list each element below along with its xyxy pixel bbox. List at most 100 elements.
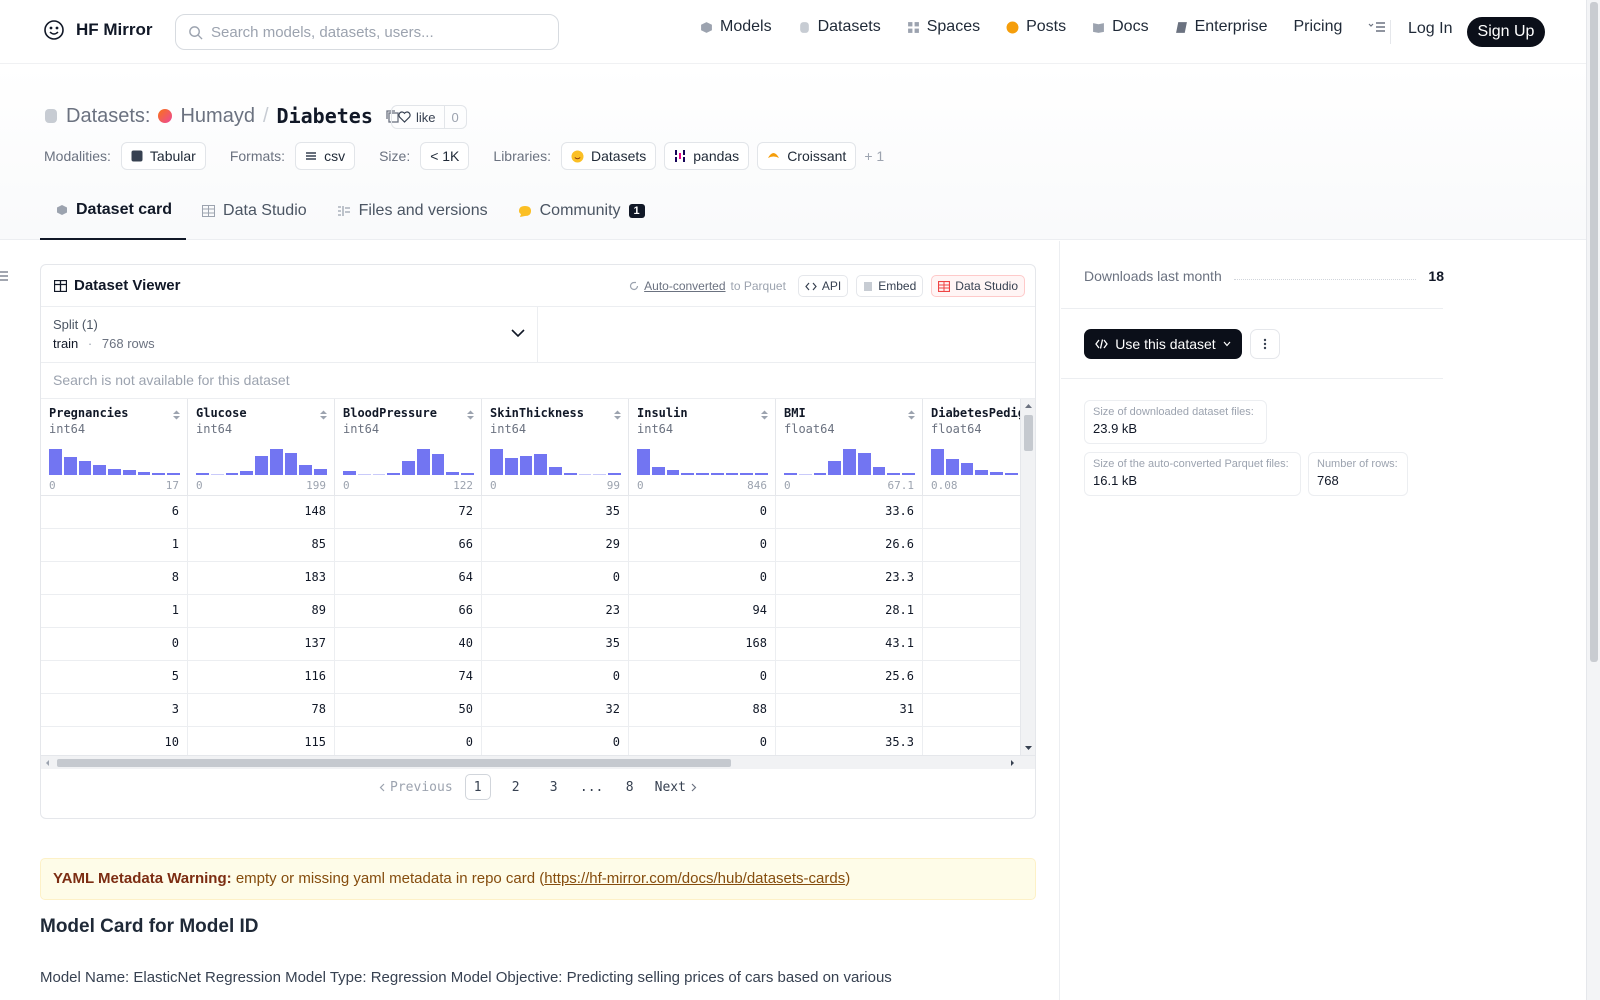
brand[interactable]: HF Mirror — [42, 18, 153, 42]
table-cell[interactable]: 168 — [629, 628, 776, 661]
nav-posts[interactable]: Posts — [1006, 18, 1066, 36]
table-cell[interactable]: 66 — [335, 595, 482, 628]
yaml-warning-link[interactable]: https://hf-mirror.com/docs/hub/datasets-… — [544, 870, 846, 887]
table-cell[interactable]: 94 — [629, 595, 776, 628]
table-cell[interactable]: 35 — [482, 496, 629, 529]
scroll-right-icon[interactable] — [1007, 756, 1017, 770]
table-cell[interactable]: 23.3 — [776, 562, 923, 595]
table-cell[interactable]: 35.3 — [776, 727, 923, 755]
tab-dataset-card[interactable]: Dataset card — [40, 196, 187, 240]
table-cell[interactable]: 72 — [335, 496, 482, 529]
sort-icon[interactable] — [613, 409, 622, 421]
table-cell[interactable] — [923, 694, 1035, 727]
table-cell[interactable]: 74 — [335, 661, 482, 694]
table-cell[interactable] — [923, 661, 1035, 694]
column-header[interactable]: Insulin int64 0 846 — [629, 399, 776, 496]
sidebar-toggle-icon[interactable] — [0, 270, 10, 282]
table-cell[interactable]: 40 — [335, 628, 482, 661]
table-cell[interactable]: 89 — [188, 595, 335, 628]
column-header[interactable]: SkinThickness int64 0 99 — [482, 399, 629, 496]
table-cell[interactable]: 3 — [41, 694, 188, 727]
horizontal-scroll-thumb[interactable] — [57, 759, 731, 767]
table-cell[interactable]: 78 — [188, 694, 335, 727]
table-cell[interactable]: 43.1 — [776, 628, 923, 661]
table-cell[interactable]: 64 — [335, 562, 482, 595]
table-cell[interactable]: 33.6 — [776, 496, 923, 529]
table-cell[interactable]: 116 — [188, 661, 335, 694]
tab-files-and-versions[interactable]: Files and versions — [321, 196, 502, 240]
table-cell[interactable]: 8 — [41, 562, 188, 595]
nav-spaces[interactable]: Spaces — [907, 18, 980, 36]
table-cell[interactable]: 0 — [629, 727, 776, 755]
page-scrollbar[interactable] — [1586, 0, 1600, 1000]
table-cell[interactable]: 0 — [629, 529, 776, 562]
nav-enterprise[interactable]: Enterprise — [1175, 18, 1267, 36]
table-cell[interactable]: 183 — [188, 562, 335, 595]
dataset-name[interactable]: Diabetes — [276, 104, 373, 128]
sort-icon[interactable] — [172, 409, 181, 421]
copy-icon[interactable] — [385, 109, 399, 123]
tag-datasets[interactable]: Datasets — [561, 142, 657, 170]
search-input[interactable] — [211, 23, 531, 41]
table-cell[interactable]: 66 — [335, 529, 482, 562]
tag-csv[interactable]: csv — [295, 142, 356, 170]
table-cell[interactable]: 50 — [335, 694, 482, 727]
search-box[interactable] — [175, 14, 559, 50]
breadcrumb-owner[interactable]: Humayd — [180, 104, 255, 127]
table-cell[interactable]: 31 — [776, 694, 923, 727]
sort-icon[interactable] — [319, 409, 328, 421]
table-cell[interactable] — [923, 595, 1035, 628]
column-header[interactable]: BMI float64 0 67.1 — [776, 399, 923, 496]
nav-pricing[interactable]: Pricing — [1293, 18, 1342, 36]
table-cell[interactable] — [923, 562, 1035, 595]
data-studio-button[interactable]: Data Studio — [931, 275, 1025, 297]
column-header[interactable]: BloodPressure int64 0 122 — [335, 399, 482, 496]
table-cell[interactable]: 29 — [482, 529, 629, 562]
table-cell[interactable]: 88 — [629, 694, 776, 727]
table-cell[interactable]: 28.1 — [776, 595, 923, 628]
embed-button[interactable]: Embed — [856, 275, 924, 297]
tag-tabular[interactable]: Tabular — [120, 142, 206, 170]
signup-button[interactable]: Sign Up — [1467, 17, 1545, 47]
split-selector[interactable]: Split (1) train · 768 rows — [41, 307, 538, 363]
api-button[interactable]: API — [797, 275, 849, 297]
page-2[interactable]: 2 — [511, 779, 520, 795]
table-cell[interactable] — [923, 628, 1035, 661]
table-cell[interactable]: 0 — [482, 661, 629, 694]
more-options-button[interactable] — [1250, 329, 1280, 359]
use-this-dataset-button[interactable]: Use this dataset — [1084, 329, 1242, 359]
page-8[interactable]: 8 — [625, 779, 634, 795]
nav-datasets[interactable]: Datasets — [798, 18, 881, 36]
pagination-previous[interactable]: Previous — [379, 780, 453, 795]
scroll-left-icon[interactable] — [43, 756, 53, 770]
table-cell[interactable]: 0 — [41, 628, 188, 661]
table-cell[interactable]: 0 — [335, 727, 482, 755]
scroll-down-icon[interactable] — [1021, 743, 1035, 753]
page-3[interactable]: 3 — [549, 779, 558, 795]
page-1[interactable]: 1 — [464, 774, 491, 800]
table-cell[interactable]: 0 — [629, 562, 776, 595]
tag-croissant[interactable]: Croissant — [757, 142, 857, 170]
tab-data-studio[interactable]: Data Studio — [186, 196, 321, 240]
table-cell[interactable]: 115 — [188, 727, 335, 755]
tag-size[interactable]: < 1K — [420, 142, 470, 170]
table-cell[interactable] — [923, 727, 1035, 755]
table-cell[interactable]: 26.6 — [776, 529, 923, 562]
table-cell[interactable]: 0 — [629, 661, 776, 694]
table-cell[interactable]: 137 — [188, 628, 335, 661]
column-header[interactable]: Glucose int64 0 199 — [188, 399, 335, 496]
table-cell[interactable]: 0 — [629, 496, 776, 529]
table-cell[interactable]: 148 — [188, 496, 335, 529]
table-cell[interactable] — [923, 496, 1035, 529]
nav-more[interactable] — [1368, 21, 1386, 33]
page-scroll-thumb[interactable] — [1590, 2, 1598, 662]
scroll-up-icon[interactable] — [1021, 401, 1035, 411]
horizontal-scrollbar[interactable] — [41, 755, 1035, 769]
table-cell[interactable] — [923, 529, 1035, 562]
vertical-scrollbar[interactable] — [1020, 399, 1035, 755]
login-link[interactable]: Log In — [1408, 20, 1453, 37]
table-cell[interactable]: 32 — [482, 694, 629, 727]
sort-icon[interactable] — [466, 409, 475, 421]
table-cell[interactable]: 1 — [41, 529, 188, 562]
table-cell[interactable]: 0 — [482, 727, 629, 755]
